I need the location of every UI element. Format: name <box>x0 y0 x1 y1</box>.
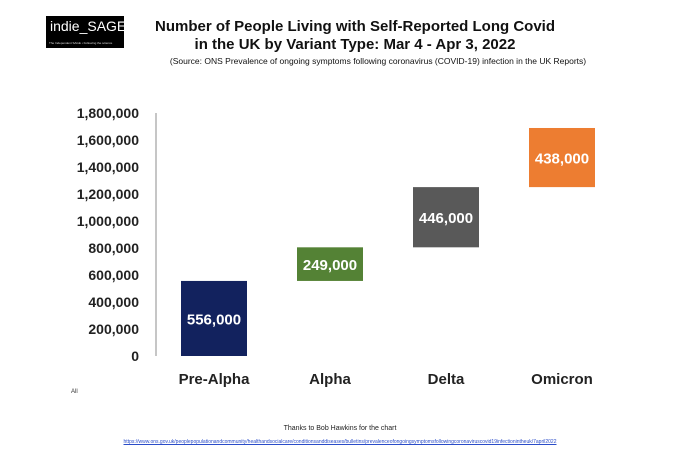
footnote-all: All <box>71 389 78 395</box>
y-tick-label: 1,000,000 <box>77 213 139 229</box>
bar-pre-alpha <box>181 280 247 356</box>
source-link[interactable]: https://www.ons.gov.uk/peoplepopulationa… <box>123 439 557 445</box>
bar-alpha <box>297 247 363 281</box>
y-tick-label: 400,000 <box>88 294 139 310</box>
bar-omicron <box>529 127 595 188</box>
x-category-label: Alpha <box>309 371 351 388</box>
chart-title: Number of People Living with Self-Report… <box>130 18 580 54</box>
y-tick-label: 1,600,000 <box>77 132 139 148</box>
data-label: 556,000 <box>187 311 241 328</box>
chart-credit: Thanks to Bob Hawkins for the chart <box>283 425 397 432</box>
y-tick-label: 1,800,000 <box>77 105 139 121</box>
indie-sage-logo: indie_SAGE The Independent SAGE • Follow… <box>46 16 127 48</box>
y-tick-label: 0 <box>131 348 139 364</box>
logo-tagline: The Independent SAGE • Following the sci… <box>49 41 113 45</box>
y-tick-label: 800,000 <box>88 240 139 256</box>
chart-title-line-2: in the UK by Variant Type: Mar 4 - Apr 3… <box>194 36 516 53</box>
y-tick-label: 1,400,000 <box>77 159 139 175</box>
y-tick-label: 1,200,000 <box>77 186 139 202</box>
y-tick-label: 200,000 <box>88 321 139 337</box>
data-label: 438,000 <box>535 151 589 168</box>
x-category-label: Delta <box>428 371 465 388</box>
logo-name: indie_SAGE <box>50 18 127 34</box>
bar-delta <box>413 187 479 248</box>
data-label: 446,000 <box>419 210 473 227</box>
x-category-label: Omicron <box>531 371 593 388</box>
chart-title-line-1: Number of People Living with Self-Report… <box>154 18 555 35</box>
data-label: 249,000 <box>303 257 357 274</box>
chart-subtitle: (Source: ONS Prevalence of ongoing sympt… <box>169 56 587 66</box>
x-category-label: Pre-Alpha <box>179 371 251 388</box>
y-tick-label: 600,000 <box>88 267 139 283</box>
